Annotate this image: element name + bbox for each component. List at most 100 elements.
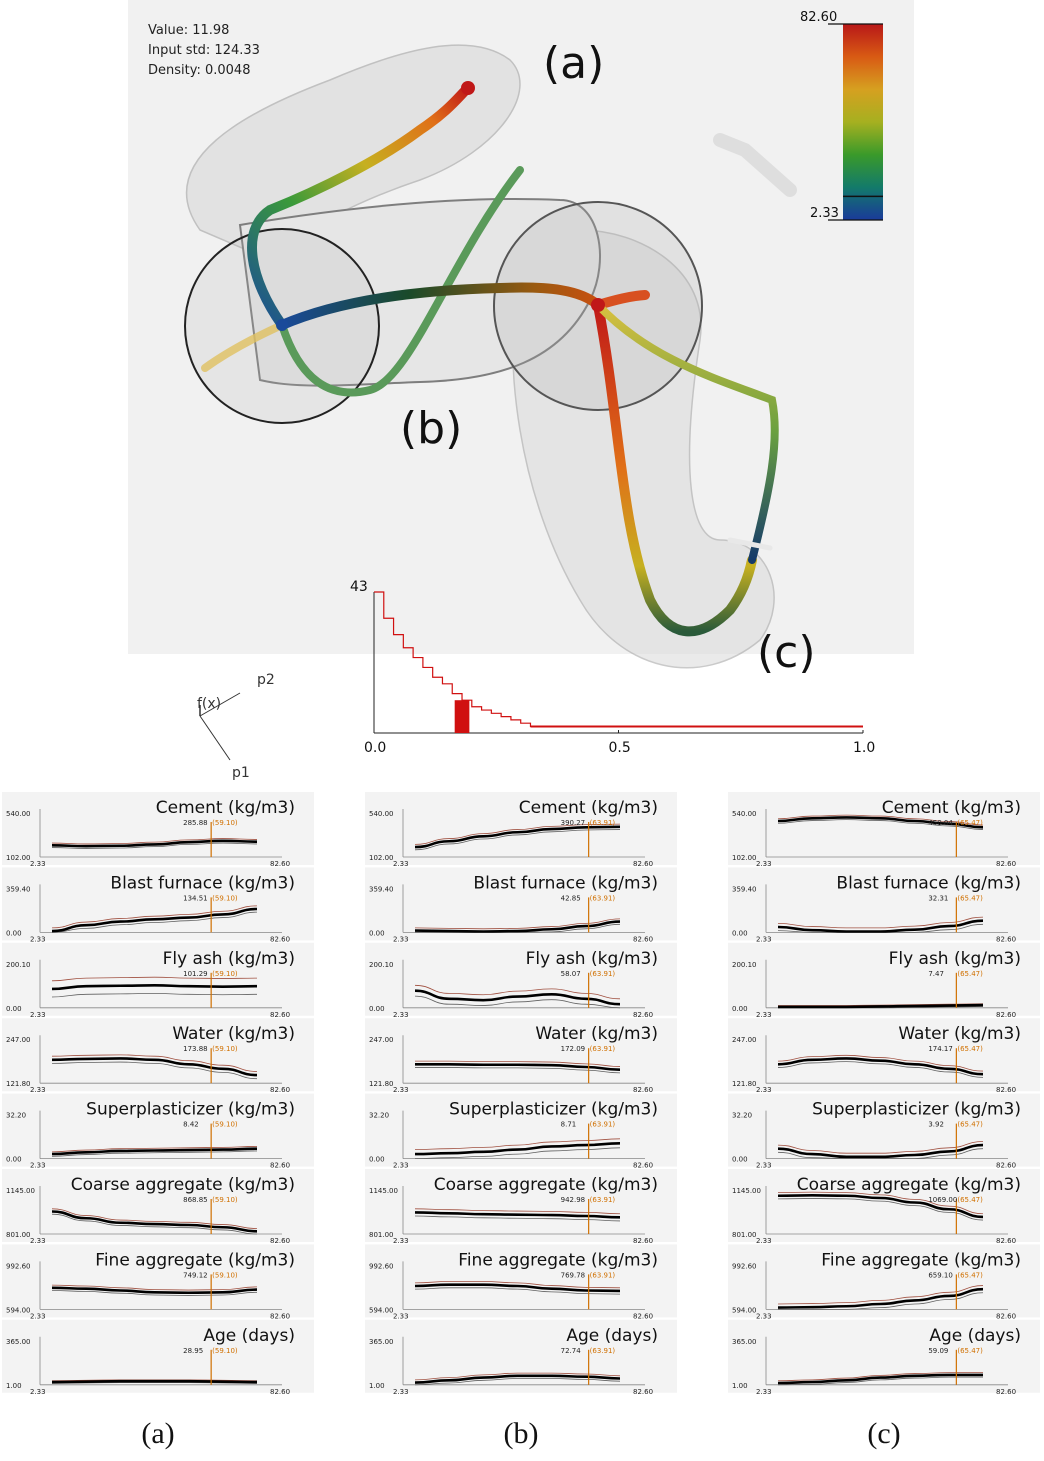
panel-x-min: 2.33 [393,935,409,943]
panel-value: 8.71 [561,1121,577,1129]
param-panel[interactable]: 450.04 (65.47)Cement (kg/m3) 540.00 102.002… [728,792,1040,868]
panel-title: Superplasticizer (kg/m3) [449,1100,658,1120]
axis-fx-label: f(x) [197,696,221,712]
panel-x-min: 2.33 [756,1011,772,1019]
param-panel[interactable]: 769.78 (63.91)Fine aggregate (kg/m3) 992.6… [365,1244,677,1320]
persistence-selected-bar[interactable] [454,700,470,733]
panel-background [728,1169,1040,1242]
upper-std-curve [414,918,621,930]
panel-value: 58.07 [561,970,581,978]
colorbar-gradient [843,24,883,220]
mean-curve [51,907,258,933]
panel-value: 749.12 [183,1271,208,1279]
param-panel[interactable]: 749.12 (59.10)Fine aggregate (kg/m3) 992.6… [2,1244,314,1320]
panel-title: Fly ash (kg/m3) [889,949,1021,969]
panel-value: 450.04 [928,819,953,827]
upper-std-curve [51,838,258,845]
panel-x-min: 2.33 [30,1312,46,1320]
panel-y-min: 121.80 [732,1080,757,1088]
param-panel[interactable]: 174.17 (65.47)Water (kg/m3) 247.00 121.802.… [728,1018,1040,1094]
param-panel[interactable]: 58.07 (63.91)Fly ash (kg/m3) 200.10 0.00 2.3… [365,942,677,1019]
panel-y-max: 247.00 [369,1036,394,1044]
panel-y-min: 1.00 [732,1382,748,1390]
param-panel[interactable]: 172.09 (63.91)Water (kg/m3) 247.00 121.802.… [365,1018,677,1094]
saddle-node-b[interactable] [276,319,288,331]
lower-std-curve [415,1067,621,1074]
column-caption: (a) [141,1417,174,1450]
panel-value: 390.27 [561,819,586,827]
panel-value: 134.51 [183,894,208,902]
lower-std-curve [414,1287,621,1295]
panel-value: 59.09 [928,1347,948,1355]
panel-x-max: 82.60 [996,935,1016,943]
panel-highlight-value: (65.47) [957,894,983,902]
upper-std-curve [51,1208,258,1229]
panel-x-max: 82.60 [270,1237,290,1245]
panel-value: 1069.00 [928,1196,957,1204]
param-panel[interactable]: 390.27 (63.91)Cement (kg/m3) 540.00 102.002… [365,792,677,868]
lower-std-curve [415,923,621,933]
panel-x-max: 82.60 [996,1388,1016,1396]
panel-title: Cement (kg/m3) [519,798,658,818]
mean-curve [51,1057,258,1077]
panel-y-max: 1145.00 [6,1187,35,1195]
panel-y-min: 0.00 [369,929,385,937]
panel-highlight-value: (65.47) [957,1045,983,1053]
param-panel[interactable]: 3.92 (65.47)Superplasticizer (kg/m3) 32.20… [728,1093,1040,1170]
upper-std-curve [414,823,621,845]
panel-value: 868.85 [183,1196,208,1204]
panel-x-min: 2.33 [393,1312,409,1320]
panel-y-min: 801.00 [369,1231,394,1239]
panel-background [2,1169,314,1242]
param-panel[interactable]: 59.09 (65.47)Age (days) 365.00 1.00 2.33 82.6… [728,1319,1040,1396]
param-panel[interactable]: 173.88 (59.10)Water (kg/m3) 247.00 121.802.… [2,1018,314,1094]
param-panel[interactable]: 285.88 (59.10)Cement (kg/m3) 540.00 102.002… [2,792,314,868]
panel-highlight-value: (65.47) [957,1271,983,1279]
panel-x-min: 2.33 [30,1086,46,1094]
maximum-node[interactable] [461,81,475,95]
panel-y-min: 102.00 [6,854,31,862]
mean-curve [414,1374,621,1384]
panel-y-min: 102.00 [369,854,394,862]
param-panel[interactable]: 868.85 (59.10)Coarse aggregate (kg/m3) 114… [2,1169,314,1245]
param-panel[interactable]: 42.85 (63.91)Blast furnace (kg/m3) 359.40 0… [365,867,677,943]
panel-background [365,942,677,1016]
panel-background [728,1093,1040,1167]
panel-highlight-value: (65.47) [957,1196,983,1204]
param-panel[interactable]: 101.29 (59.10)Fly ash (kg/m3) 200.10 0.00 2.… [2,942,314,1019]
param-panel[interactable]: 32.31 (65.47)Blast furnace (kg/m3) 359.40 0… [728,867,1040,943]
param-panel[interactable]: 8.71 (63.91)Superplasticizer (kg/m3) 32.20… [365,1093,677,1170]
lower-std-curve [51,1290,258,1296]
stat-density: Density: 0.0048 [148,63,250,78]
saddle-node-c[interactable] [591,298,605,312]
panel-y-max: 365.00 [369,1338,394,1346]
panel-y-max: 365.00 [6,1338,31,1346]
param-panel[interactable]: 7.47 (65.47)Fly ash (kg/m3) 200.10 0.00 2.33… [728,942,1040,1019]
topology-tubes [201,83,779,637]
panel-title: Fly ash (kg/m3) [163,949,295,969]
param-panel[interactable]: 1069.00 (65.47)Coarse aggregate (kg/m3) 11… [728,1169,1040,1245]
param-panel[interactable]: 8.42 (59.10)Superplasticizer (kg/m3) 32.20… [2,1093,314,1170]
panel-background [365,1169,677,1242]
param-panel[interactable]: 659.10 (65.47)Fine aggregate (kg/m3) 992.6… [728,1244,1040,1320]
panel-x-max: 82.60 [996,1086,1016,1094]
param-panel[interactable]: 942.98 (63.91)Coarse aggregate (kg/m3) 114… [365,1169,677,1245]
panel-y-max: 359.40 [732,885,757,893]
colorbar-max: 82.60 [800,10,837,25]
upper-std-curve [414,1281,621,1289]
panel-x-max: 82.60 [270,1388,290,1396]
panel-x-max: 82.60 [633,1388,653,1396]
param-panel[interactable]: 134.51 (59.10)Blast furnace (kg/m3) 359.40… [2,867,314,943]
panel-x-min: 2.33 [393,1388,409,1396]
panel-background [2,792,314,865]
panel-value: 72.74 [561,1347,582,1355]
panel-title: Blast furnace (kg/m3) [110,873,295,893]
param-panel[interactable]: 28.95 (59.10)Age (days) 365.00 1.00 2.33 82.6… [2,1319,314,1396]
panel-y-max: 200.10 [6,961,31,969]
persistence-curve [374,591,863,728]
view-label-c: (c) [757,627,816,678]
param-panel[interactable]: 72.74 (63.91)Age (days) 365.00 1.00 2.33 82.6… [365,1319,677,1396]
lower-std-curve [51,1382,258,1384]
panel-x-min: 2.33 [756,935,772,943]
panel-value: 659.10 [928,1271,953,1279]
